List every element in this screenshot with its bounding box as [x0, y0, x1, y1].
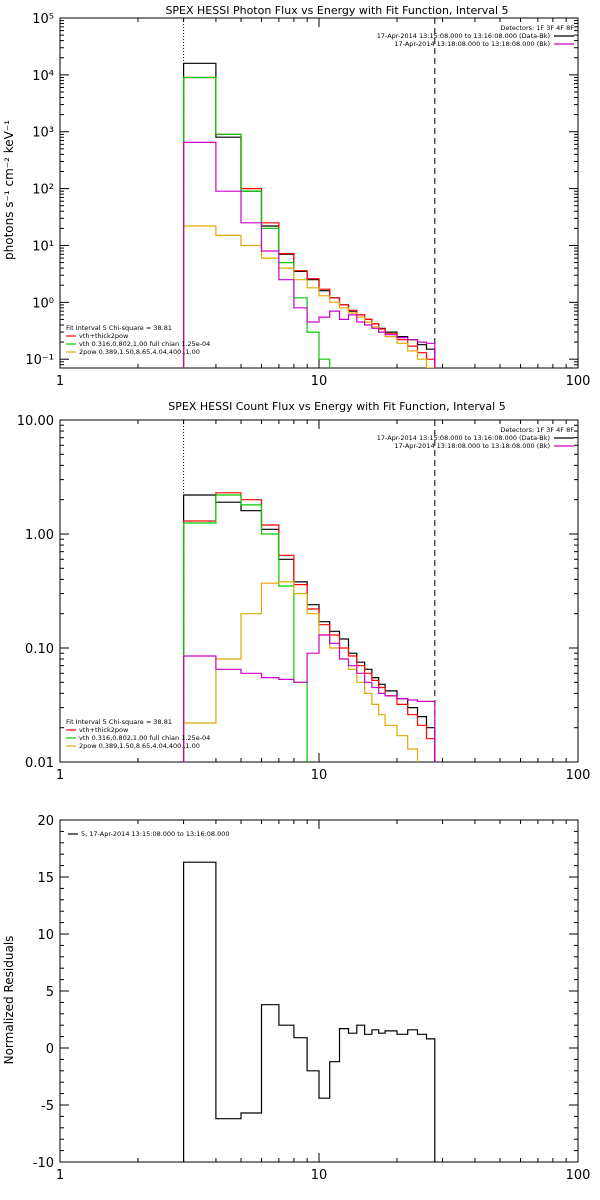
residuals-y-label: Normalized Residuals	[2, 936, 16, 1065]
photon-flux-title: SPEX HESSI Photon Flux vs Energy with Fi…	[165, 4, 508, 17]
x-tick-label: 1	[56, 768, 64, 783]
y-tick-label: 10¹	[32, 239, 54, 254]
legend-entry: 2pow 0.389,1.50,8.65,4.04,400.,1.00	[79, 348, 200, 356]
x-tick-label: 100	[566, 1168, 591, 1183]
legend-entry: vth 0.316,0.802,1.00 full chian 1.25e-04	[79, 340, 210, 348]
count-flux-panel: SPEX HESSI Count Flux vs Energy with Fit…	[17, 400, 591, 783]
x-tick-label: 1	[56, 374, 64, 389]
legend-entry: Fit Interval 5 Chi-square = 38.81	[66, 718, 172, 726]
legend-entry: 17-Apr-2014 13:15:08.000 to 13:16:08.000…	[377, 32, 550, 40]
series-data-bk	[183, 494, 436, 762]
plot-frame	[59, 419, 579, 763]
plot-frame	[59, 17, 579, 369]
legend-entry: vth 0.316,0.802,1.00 full chian 1.25e-04	[79, 734, 210, 742]
legend-entry: Detectors: 1F 3F 4F 8F	[500, 24, 574, 32]
y-tick-label: 1.00	[25, 528, 54, 543]
y-tick-label: 10	[37, 928, 54, 943]
x-tick-label: 100	[566, 374, 591, 389]
x-tick-label: 10	[311, 1168, 328, 1183]
series-vth-thick2pow	[183, 492, 436, 762]
legend-entry: vth+thick2pow	[79, 332, 129, 340]
plot-frame	[59, 819, 579, 1163]
photon-flux-y-label: photons s⁻¹ cm⁻² keV⁻¹	[2, 120, 16, 260]
legend-entry: 17-Apr-2014 13:15:08.000 to 13:16:08.000…	[377, 434, 550, 442]
series-5	[183, 861, 436, 1162]
legend-entry: Fit Interval 5 Chi-square = 38.81	[66, 324, 172, 332]
x-tick-label: 10	[311, 374, 328, 389]
y-tick-label: 10³	[32, 126, 54, 141]
y-tick-label: 0.10	[25, 642, 54, 657]
series-bk	[183, 634, 436, 762]
legend-entry: 17-Apr-2014 13:18:08.000 to 13:18:08.000…	[394, 40, 550, 48]
legend-entry: vth+thick2pow	[79, 726, 129, 734]
x-tick-label: 10	[311, 768, 328, 783]
y-tick-label: 20	[37, 814, 54, 829]
y-tick-label: 10.00	[17, 414, 54, 429]
y-tick-label: 5	[46, 985, 54, 1000]
y-tick-label: 0	[46, 1042, 54, 1057]
y-tick-label: 10⁵	[32, 12, 54, 27]
y-tick-label: 10⁴	[32, 69, 54, 84]
count-flux-title: SPEX HESSI Count Flux vs Energy with Fit…	[168, 400, 505, 413]
series-2pow	[183, 581, 419, 762]
y-tick-label: -5	[41, 1099, 54, 1114]
legend-entry: 2pow 0.389,1.50,8.65,4.04,400.,1.00	[79, 742, 200, 750]
y-tick-label: 10⁰	[32, 296, 54, 311]
y-tick-label: 15	[37, 871, 54, 886]
legend-entry: 5, 17-Apr-2014 13:15:08.000 to 13:16:08.…	[81, 830, 230, 838]
series-bk	[183, 141, 436, 368]
legend-entry: 17-Apr-2014 13:18:08.000 to 13:18:08.000…	[394, 442, 550, 450]
x-tick-label: 1	[56, 1168, 64, 1183]
legend-entry: Detectors: 1F 3F 4F 8F	[500, 426, 574, 434]
photon-flux-panel: SPEX HESSI Photon Flux vs Energy with Fi…	[2, 4, 590, 389]
y-tick-label: 10²	[32, 183, 54, 198]
y-tick-label: 0.01	[25, 756, 54, 771]
series-vth	[183, 494, 308, 762]
residuals-panel: Normalized Residuals 1 10 100 -10 -5 0 5 10 15 20…	[2, 814, 590, 1183]
x-tick-label: 100	[566, 768, 591, 783]
y-tick-label: -10	[33, 1156, 54, 1171]
y-tick-label: 10⁻¹	[25, 353, 54, 368]
series-2pow	[183, 225, 436, 368]
